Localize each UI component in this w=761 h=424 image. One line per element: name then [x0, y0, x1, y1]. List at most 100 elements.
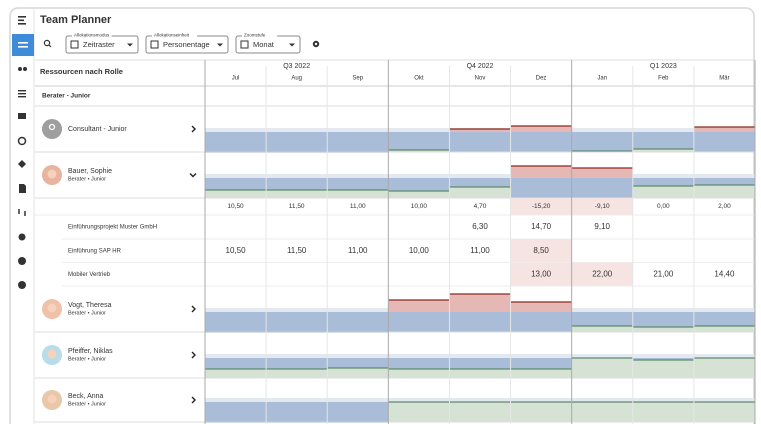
capacity-band [327, 354, 388, 358]
cell-value: 11,50 [289, 203, 305, 210]
booked [327, 312, 388, 332]
resource-name: Beck, Anna [68, 393, 104, 400]
free-capacity [449, 402, 510, 422]
month-label: Sep [352, 76, 363, 82]
overbooked [449, 294, 510, 312]
nav-icon[interactable] [18, 90, 26, 91]
dropdown-caption: Allokationsmodus [74, 33, 110, 38]
nav-icon[interactable] [19, 184, 26, 193]
free-capacity [633, 360, 694, 378]
booked [388, 312, 449, 332]
capacity-band [572, 128, 633, 132]
overbooked [511, 126, 572, 132]
nav-icon [18, 96, 26, 97]
month-label: Okt [414, 76, 424, 82]
booked [388, 178, 449, 191]
capacity-band [633, 354, 694, 358]
free-capacity [327, 368, 388, 378]
capacity-band [449, 174, 510, 178]
free-capacity [633, 327, 694, 332]
free-capacity [266, 190, 327, 198]
nav-icon [18, 93, 26, 94]
capacity-band [266, 398, 327, 402]
booked [266, 132, 327, 152]
month-label: Feb [658, 76, 669, 82]
avatar-face [48, 170, 57, 179]
active-nav[interactable] [12, 34, 34, 56]
resource-role: Berater • Junior [68, 310, 106, 316]
booked [205, 312, 266, 332]
app-window: Team Planner AllokationsmodusZeitrasterA… [0, 0, 761, 424]
overbooked [388, 300, 449, 312]
free-capacity [388, 191, 449, 198]
menu-icon-bar [18, 20, 24, 22]
capacity-band [327, 308, 388, 312]
month-label: Nov [475, 76, 486, 82]
free-capacity [694, 402, 755, 422]
cell-value: 22,00 [592, 269, 613, 278]
capacity-band [205, 354, 266, 358]
dropdown-value: Personentage [163, 40, 210, 49]
month-label: Mär [719, 76, 729, 82]
capacity-band [266, 354, 327, 358]
free-capacity [694, 326, 755, 332]
booked [327, 402, 388, 422]
booked [633, 178, 694, 186]
capacity-band [633, 174, 694, 178]
project-name: Mobiler Vertrieb [68, 272, 111, 278]
nav-icon[interactable] [18, 113, 26, 119]
booked [572, 178, 633, 198]
booked [633, 132, 694, 149]
cell-value: 21,00 [653, 269, 674, 278]
cell-value: 14,70 [531, 222, 552, 231]
quarter-label: Q4 2022 [467, 63, 494, 70]
booked [449, 132, 510, 152]
menu-icon[interactable] [18, 16, 26, 18]
project-name: Einführungsprojekt Muster GmbH [68, 225, 157, 231]
nav-icon[interactable] [18, 67, 22, 71]
booked [511, 358, 572, 369]
capacity-band [205, 174, 266, 178]
booked [266, 402, 327, 422]
capacity-band [388, 128, 449, 132]
nav-icon[interactable] [19, 234, 26, 241]
booked [449, 178, 510, 187]
overbooked [694, 127, 755, 132]
capacity-band [327, 398, 388, 402]
free-capacity [633, 186, 694, 198]
settings-icon[interactable] [313, 41, 319, 47]
cell-value: 6,30 [472, 222, 488, 231]
overbooked [511, 302, 572, 312]
booked [511, 132, 572, 152]
free-capacity [511, 402, 572, 422]
capacity-band [266, 128, 327, 132]
booked [388, 358, 449, 369]
booked [327, 358, 388, 368]
overbooked [572, 168, 633, 178]
nav-icon[interactable] [18, 257, 26, 265]
cell-value: -15,20 [532, 203, 551, 210]
capacity-band [205, 398, 266, 402]
capacity-band [694, 308, 755, 312]
booked [266, 358, 327, 369]
cell-value: 2,00 [718, 203, 731, 210]
booked [694, 178, 755, 185]
booked [327, 178, 388, 190]
resource-name: Vogt, Theresa [68, 302, 112, 309]
avatar-face [48, 395, 57, 404]
free-capacity [388, 402, 449, 422]
capacity-band [388, 174, 449, 178]
free-capacity [572, 326, 633, 332]
nav-icon[interactable] [18, 281, 26, 289]
nav-icon [23, 67, 27, 71]
free-capacity [694, 185, 755, 198]
resource-role: Berater • Junior [68, 356, 106, 362]
free-capacity [327, 190, 388, 198]
cell-value: 11,50 [287, 246, 307, 255]
month-label: Jan [597, 76, 607, 82]
cell-value: 11,00 [350, 203, 366, 210]
free-capacity [511, 369, 572, 378]
resource-role: Berater • Junior [68, 401, 106, 407]
capacity-band [266, 308, 327, 312]
free-capacity [694, 358, 755, 378]
